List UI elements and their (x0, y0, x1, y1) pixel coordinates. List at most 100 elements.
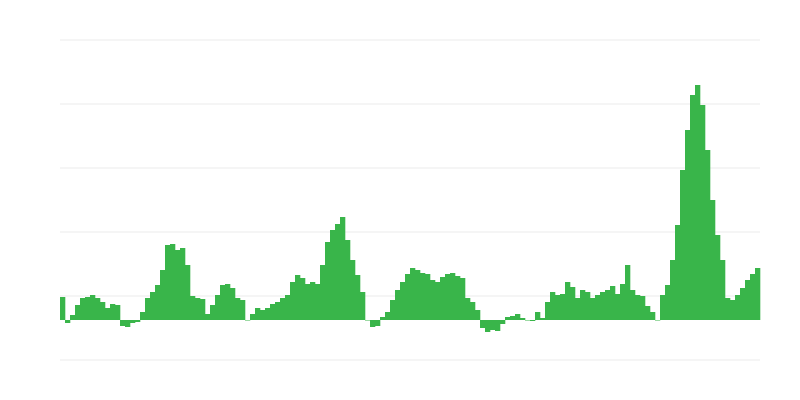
bar (480, 320, 486, 328)
bar (450, 273, 456, 320)
bar (315, 284, 321, 320)
bar (420, 273, 426, 320)
bar (610, 286, 616, 320)
bar (205, 314, 211, 320)
bar (70, 315, 76, 320)
bar (250, 314, 256, 320)
bar (440, 277, 446, 320)
bar (415, 270, 421, 320)
bar (90, 295, 96, 320)
bar (470, 302, 476, 320)
bar (60, 297, 66, 320)
bar (645, 306, 651, 320)
bar (185, 265, 191, 320)
bar (535, 312, 541, 320)
bar (575, 298, 581, 320)
bar (360, 292, 366, 320)
bar (550, 292, 556, 320)
bar (260, 310, 266, 320)
bar (605, 290, 611, 320)
bar (675, 225, 681, 320)
bar (130, 320, 136, 323)
bar (215, 295, 221, 320)
bar (690, 95, 696, 320)
bar (670, 260, 676, 320)
bar (530, 320, 536, 321)
bar (290, 282, 296, 320)
bar (80, 298, 86, 320)
bar (435, 282, 441, 320)
bar (500, 320, 506, 324)
bar (380, 317, 386, 320)
bar (65, 320, 71, 323)
bar (560, 294, 566, 320)
bars (60, 85, 761, 332)
bar (570, 287, 576, 320)
bar (640, 296, 646, 320)
bar (140, 312, 146, 320)
bar (580, 290, 586, 320)
bar (390, 300, 396, 320)
bar (385, 312, 391, 320)
bar (95, 298, 101, 320)
bar (370, 320, 376, 327)
bar (145, 298, 151, 320)
bar (410, 268, 416, 320)
bar (630, 290, 636, 320)
bar (620, 284, 626, 320)
bar (750, 274, 756, 320)
bar (400, 282, 406, 320)
bar (740, 288, 746, 320)
bar (320, 265, 326, 320)
bar (680, 170, 686, 320)
bar (430, 280, 436, 320)
bar (555, 295, 561, 320)
bar (710, 200, 716, 320)
bar (325, 242, 331, 320)
bar (75, 305, 81, 320)
bar (375, 320, 381, 326)
bar (650, 312, 656, 320)
bar (460, 278, 466, 320)
bar (700, 105, 706, 320)
bar (110, 304, 116, 320)
bar (280, 298, 286, 320)
bar (200, 299, 206, 320)
bar (125, 320, 131, 327)
bar (190, 296, 196, 320)
bar (300, 278, 306, 320)
bar (520, 318, 526, 320)
bar (225, 284, 231, 320)
bar (625, 265, 631, 320)
bar (275, 302, 281, 320)
bar (655, 320, 661, 321)
bar (270, 304, 276, 320)
bar (335, 224, 341, 320)
bar (685, 130, 691, 320)
bar (210, 305, 216, 320)
bar (105, 308, 111, 320)
bar (155, 285, 161, 320)
bar (235, 298, 241, 320)
bar (510, 316, 516, 320)
bar (285, 295, 291, 320)
bar (120, 320, 126, 326)
bar (735, 295, 741, 320)
bar (405, 274, 411, 320)
bar (465, 298, 471, 320)
bar (665, 285, 671, 320)
bar (695, 85, 701, 320)
bar (220, 285, 226, 320)
bar (495, 320, 501, 331)
bar (615, 294, 621, 320)
bar (755, 268, 761, 320)
bar (445, 274, 451, 320)
bar (305, 284, 311, 320)
bar (85, 297, 91, 320)
bar (525, 320, 531, 321)
bar (705, 150, 711, 320)
bar (715, 235, 721, 320)
bar (365, 320, 371, 321)
bar (720, 260, 726, 320)
bar (255, 308, 261, 320)
